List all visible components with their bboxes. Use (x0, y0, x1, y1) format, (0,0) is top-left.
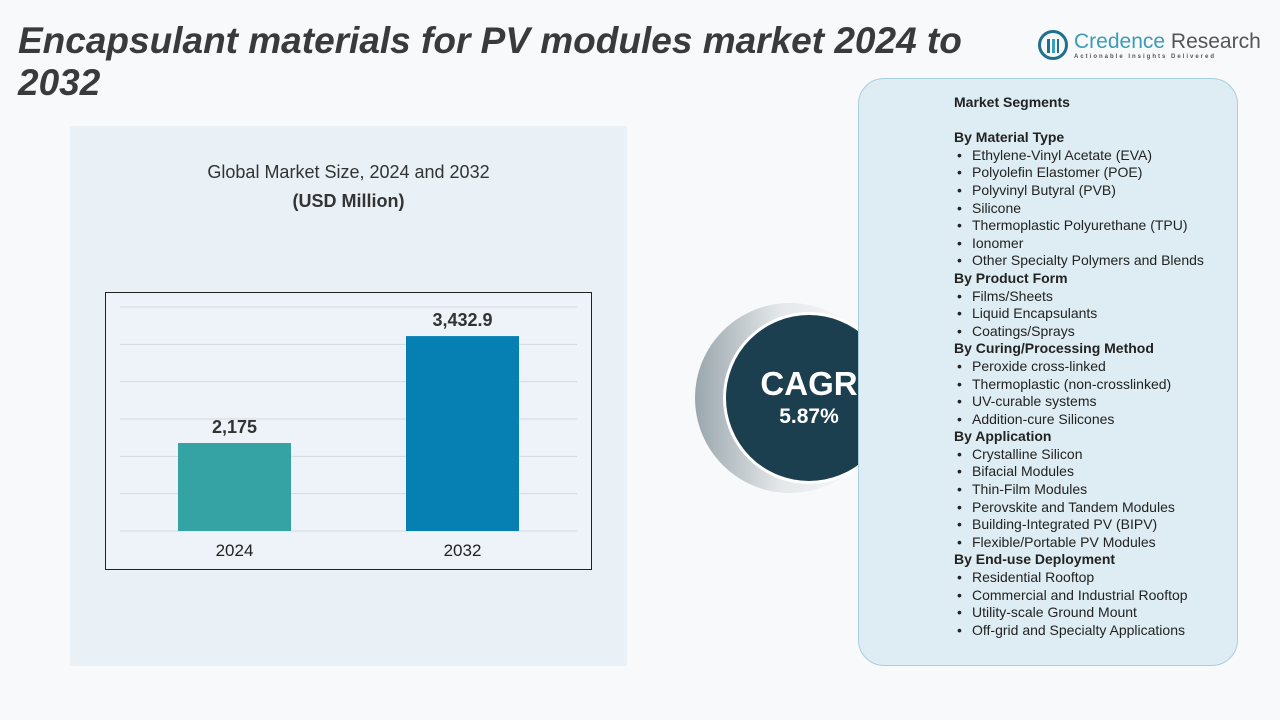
segments-heading: Market Segments (954, 94, 1070, 110)
page-title: Encapsulant materials for PV modules mar… (18, 20, 962, 103)
segment-item: Polyolefin Elastomer (POE) (954, 164, 1237, 182)
x-tick-label: 2032 (444, 541, 482, 560)
segment-item: Ionomer (954, 235, 1237, 253)
market-segments-panel: Market Segments By Material TypeEthylene… (858, 78, 1238, 666)
data-label: 3,432.9 (432, 310, 492, 330)
segment-item: Ethylene-Vinyl Acetate (EVA) (954, 147, 1237, 165)
logo-name-b: Research (1170, 30, 1261, 53)
logo-name-a: Credence (1074, 30, 1166, 53)
segment-group-title: By Material Type (954, 129, 1065, 146)
segment-item: Perovskite and Tandem Modules (954, 499, 1237, 517)
chart-unit: (USD Million) (292, 191, 405, 211)
segment-item: Utility-scale Ground Mount (954, 604, 1237, 622)
segment-item: Silicone (954, 200, 1237, 218)
bar-2032 (406, 336, 519, 531)
segment-item: UV-curable systems (954, 393, 1237, 411)
segment-item: Peroxide cross-linked (954, 358, 1237, 376)
bar-2024 (178, 443, 291, 531)
segment-item: Residential Rooftop (954, 569, 1237, 587)
segment-item: Bifacial Modules (954, 463, 1237, 481)
segment-item: Coatings/Sprays (954, 323, 1237, 341)
segment-group-title: By Application (954, 428, 1052, 445)
segment-item: Thermoplastic Polyurethane (TPU) (954, 217, 1237, 235)
segment-item: Thin-Film Modules (954, 481, 1237, 499)
segment-item: Crystalline Silicon (954, 446, 1237, 464)
segment-group-title: By End-use Deployment (954, 551, 1116, 568)
segment-item: Flexible/Portable PV Modules (954, 534, 1237, 552)
logo-icon (1038, 30, 1068, 60)
data-label: 2,175 (212, 417, 257, 437)
segment-item: Thermoplastic (non-crosslinked) (954, 376, 1237, 394)
logo-tagline: Actionable Insights Delivered (1074, 54, 1217, 60)
logo: Credence Research Actionable Insights De… (1038, 30, 1261, 60)
segment-item: Addition-cure Silicones (954, 411, 1237, 429)
segment-group-title: By Product Form (954, 269, 1068, 286)
segment-item: Off-grid and Specialty Applications (954, 622, 1237, 640)
segment-item: Films/Sheets (954, 288, 1237, 306)
segment-item: Polyvinyl Butyral (PVB) (954, 182, 1237, 200)
segment-group-title: By Curing/Processing Method (954, 340, 1154, 357)
cagr-label: CAGR (760, 365, 858, 402)
segment-item: Other Specialty Polymers and Blends (954, 252, 1237, 270)
segment-item: Commercial and Industrial Rooftop (954, 587, 1237, 605)
segment-item: Liquid Encapsulants (954, 305, 1237, 323)
segment-item: Building-Integrated PV (BIPV) (954, 516, 1237, 534)
cagr-value: 5.87% (779, 405, 839, 428)
chart-title: Global Market Size, 2024 and 2032 (207, 162, 490, 182)
x-tick-label: 2024 (216, 541, 254, 560)
